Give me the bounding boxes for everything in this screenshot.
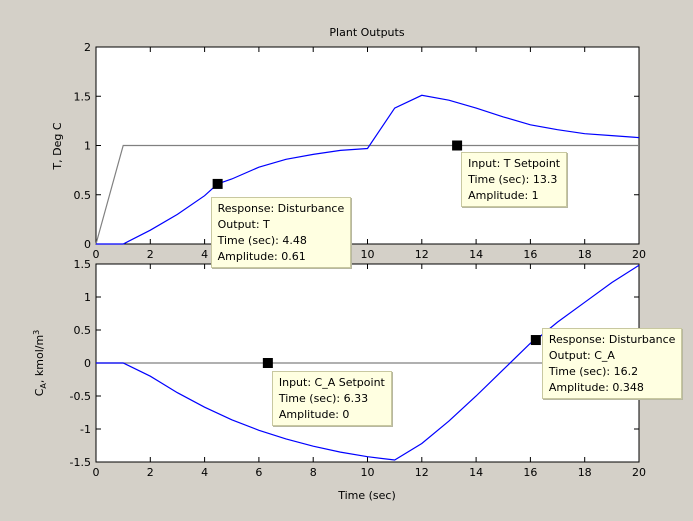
bottom-datatip-box[interactable]: Response: Disturbance Output: C_A Time (se… (541, 328, 683, 400)
top-x-tick-label: 4 (201, 248, 208, 261)
top-x-tick-label: 12 (415, 248, 429, 261)
top-y-tick-label: 1 (84, 140, 91, 153)
top-series-t-setpoint (95, 144, 639, 245)
bottom-datatip-marker[interactable] (262, 358, 273, 368)
datatip-line: Time (sec): 6.33 (278, 392, 369, 405)
top-datatip-box[interactable]: Response: Disturbance Output: T Time (sec)… (210, 196, 352, 268)
top-datatip-box[interactable]: Input: T Setpoint Time (sec): 13.3 Amplitu… (461, 151, 568, 207)
datatip-line: Input: T Setpoint (468, 156, 561, 170)
bottom-y-tick-label: -1.5 (70, 456, 91, 469)
top-y-axis-label: T, Deg C (51, 122, 64, 170)
bottom-x-tick-label: 2 (147, 466, 154, 479)
bottom-x-tick-label: 20 (632, 466, 646, 479)
bottom-x-tick-label: 18 (578, 466, 592, 479)
bottom-y-tick-label: -1 (80, 423, 91, 436)
bottom-y-tick-label: 1 (84, 291, 91, 304)
datatip-line: Amplitude: 1 (468, 188, 539, 202)
top-y-tick-label: 1.5 (74, 90, 92, 103)
bottom-y-axis-label: CA, kmol/m3 (32, 330, 48, 397)
top-x-tick-label: 16 (523, 248, 537, 261)
bottom-x-tick-label: 0 (93, 466, 100, 479)
bottom-x-axis-label: Time (sec) (337, 489, 396, 502)
bottom-y-tick-label: 1.5 (74, 258, 92, 271)
bottom-y-tick-label: 0 (84, 357, 91, 370)
datatip-line: Amplitude: 0 (278, 408, 350, 421)
top-x-tick-label: 2 (147, 248, 154, 261)
bottom-datatip-marker[interactable] (530, 335, 541, 346)
top-y-tick-label: 0.5 (74, 189, 92, 202)
top-datatip-marker[interactable] (212, 178, 223, 189)
bottom-y-tick-label: -0.5 (70, 390, 91, 403)
top-axes: 0246810121416182000.511.52 (74, 41, 647, 261)
datatip-line: Time (sec): 16.2 (548, 365, 639, 379)
bottom-x-tick-label: 12 (415, 466, 429, 479)
top-y-tick-label: 0 (84, 238, 91, 251)
bottom-x-tick-label: 4 (201, 466, 208, 479)
datatip-line: Input: C_A Setpoint (278, 376, 385, 389)
bottom-datatip-box[interactable]: Input: C_A Setpoint Time (sec): 6.33 Ampli… (271, 371, 392, 426)
top-x-tick-label: 18 (578, 248, 592, 261)
top-x-tick-label: 0 (93, 248, 100, 261)
datatip-line: Time (sec): 4.48 (217, 233, 307, 247)
datatip-line: Response: Disturbance (548, 333, 676, 347)
datatip-line: Amplitude: 0.348 (548, 381, 644, 395)
figure-title: Plant Outputs (329, 26, 404, 39)
top-series-disturbance (96, 94, 640, 245)
bottom-x-tick-label: 10 (361, 466, 375, 479)
top-x-tick-label: 20 (632, 248, 646, 261)
datatip-line: Response: Disturbance (217, 201, 345, 215)
top-y-tick-label: 2 (84, 41, 91, 54)
datatip-line: Time (sec): 13.3 (468, 172, 558, 186)
bottom-y-tick-label: 0.5 (74, 324, 92, 337)
bottom-x-tick-label: 14 (469, 466, 483, 479)
datatip-line: Output: C_A (548, 349, 615, 363)
top-x-tick-label: 14 (469, 248, 483, 261)
top-datatip-marker[interactable] (452, 140, 463, 151)
bottom-x-tick-label: 8 (310, 466, 317, 479)
bottom-x-tick-label: 6 (255, 466, 262, 479)
datatip-line: Amplitude: 0.61 (217, 249, 306, 263)
datatip-line: Output: T (217, 217, 270, 231)
top-x-tick-label: 10 (361, 248, 375, 261)
bottom-x-tick-label: 16 (523, 466, 537, 479)
